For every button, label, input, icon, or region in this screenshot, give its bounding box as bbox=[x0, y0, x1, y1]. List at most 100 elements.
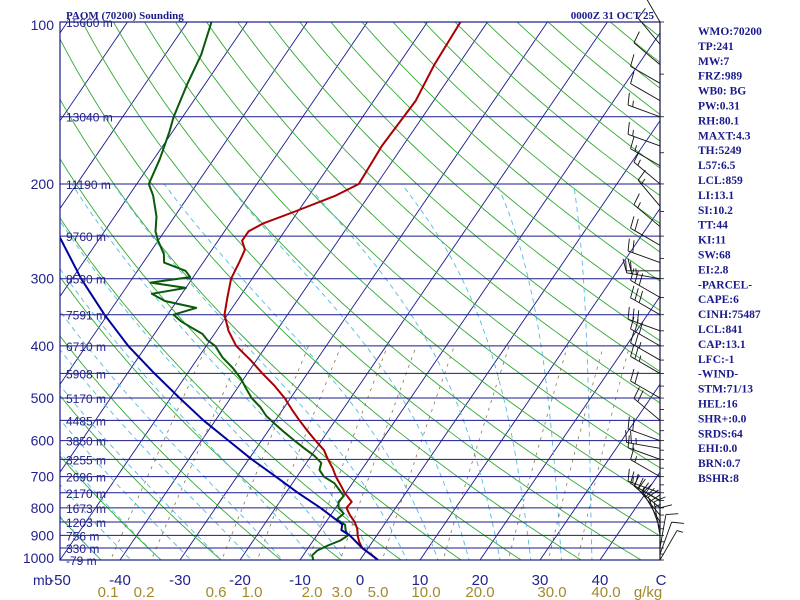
index-item: -WIND- bbox=[698, 369, 738, 381]
index-item: TH:5249 bbox=[698, 145, 742, 157]
barb-flag bbox=[636, 310, 640, 323]
index-item: STM:71/13 bbox=[698, 384, 753, 396]
pressure-label: 200 bbox=[31, 176, 55, 192]
barb-flag bbox=[648, 489, 659, 498]
isotherm-line bbox=[60, 22, 308, 386]
wind-barb bbox=[633, 193, 661, 227]
pressure-label: 100 bbox=[31, 17, 55, 33]
dewpoint-profile bbox=[147, 22, 349, 560]
wind-barb bbox=[627, 92, 661, 118]
barb-half-flag bbox=[638, 355, 642, 362]
mixing-ratio-label: 5.0 bbox=[368, 584, 389, 600]
mixing-ratio-label: 0.6 bbox=[206, 584, 227, 600]
index-item: SI:10.2 bbox=[698, 205, 733, 217]
barb-flag bbox=[633, 387, 640, 399]
barb-shaft bbox=[659, 521, 673, 555]
dry-adiabat bbox=[60, 455, 162, 560]
barb-flag bbox=[630, 430, 632, 444]
index-item: -PARCEL- bbox=[698, 279, 752, 291]
indices-panel: WMO:70200 TP:241 MW:7 FRZ:989 WB0: BG PW:0.31… bbox=[698, 26, 762, 485]
index-item: EHI:0.0 bbox=[698, 443, 738, 455]
pressure-label: 300 bbox=[31, 271, 55, 287]
wind-barb bbox=[630, 369, 661, 399]
barb-half-flag bbox=[641, 486, 645, 493]
pressure-label: 400 bbox=[31, 338, 55, 354]
mixing-ratio-line bbox=[110, 345, 208, 560]
barb-flag bbox=[630, 136, 635, 149]
barb-shaft bbox=[626, 272, 661, 280]
barb-flag bbox=[627, 416, 630, 430]
barb-flag bbox=[637, 169, 646, 181]
barb-half-flag bbox=[638, 342, 642, 349]
wind-barb bbox=[627, 122, 661, 147]
wind-barb bbox=[622, 258, 660, 272]
barb-shaft bbox=[633, 398, 661, 421]
isotherm-line bbox=[239, 22, 608, 560]
moist-adiabat bbox=[60, 310, 283, 560]
wind-barbs bbox=[622, 0, 684, 561]
barb-flag bbox=[633, 193, 640, 205]
dry-adiabat bbox=[60, 276, 342, 560]
wind-barb bbox=[627, 416, 661, 442]
barb-shaft bbox=[637, 179, 661, 207]
isotherm-line bbox=[60, 22, 128, 122]
barb-shaft bbox=[630, 297, 661, 316]
moist-adiabat bbox=[60, 483, 132, 560]
moist-adiabat bbox=[306, 183, 501, 560]
barb-shaft bbox=[627, 250, 661, 263]
barb-shaft bbox=[630, 328, 661, 347]
barb-flag bbox=[630, 369, 635, 382]
temperature-tick-label: 0 bbox=[356, 572, 364, 589]
barb-shaft bbox=[633, 161, 661, 185]
isotherm-line bbox=[60, 22, 368, 473]
pressure-label: 900 bbox=[31, 527, 55, 543]
height-label: 5170 m bbox=[66, 392, 106, 406]
pressure-label: 600 bbox=[31, 433, 55, 449]
barb-half-flag bbox=[637, 159, 641, 166]
barb-half-flag bbox=[634, 456, 638, 463]
height-label: 7591 m bbox=[66, 309, 106, 323]
dry-adiabat bbox=[60, 516, 102, 560]
mixing-ratio-line bbox=[547, 345, 604, 560]
barb-flag bbox=[622, 258, 627, 271]
barb-half-flag bbox=[637, 202, 641, 209]
barb-shaft bbox=[637, 488, 661, 516]
moist-adiabat bbox=[60, 268, 314, 560]
pressure-labels: 100 200 300 400 500 600 700 800 900 1000 bbox=[23, 17, 54, 566]
barb-shaft bbox=[627, 133, 661, 147]
index-item: PW:0.31 bbox=[698, 101, 740, 113]
mixing-ratio-label: 30.0 bbox=[537, 584, 566, 600]
barb-flag bbox=[634, 218, 639, 231]
barb-flag bbox=[625, 430, 627, 443]
isotherm-line bbox=[419, 207, 660, 560]
barb-flag bbox=[627, 258, 632, 271]
mixing-ratio-line bbox=[339, 345, 417, 560]
index-item: LFC:-1 bbox=[698, 354, 735, 366]
barb-shaft bbox=[627, 447, 661, 460]
barb-shaft bbox=[626, 441, 661, 449]
index-item: MAXT:4.3 bbox=[698, 130, 751, 142]
wind-barb bbox=[633, 387, 661, 421]
height-labels: 15660 m 13040 m 11190 m 9760 m 8590 m 7591 m 6… bbox=[66, 16, 113, 568]
mixing-ratio-label: 10.0 bbox=[411, 584, 440, 600]
wind-barb bbox=[627, 306, 661, 332]
height-label: 13040 m bbox=[66, 111, 113, 125]
barb-shaft bbox=[630, 356, 661, 374]
isotherm-line bbox=[179, 22, 548, 560]
wind-barb bbox=[659, 513, 679, 549]
barb-shaft bbox=[627, 104, 661, 118]
barb-shaft bbox=[659, 514, 667, 549]
chart-title: PAOM (70200) Sounding bbox=[66, 10, 184, 22]
barb-shaft bbox=[630, 83, 661, 102]
barb-flag bbox=[630, 471, 635, 484]
height-label: 756 m bbox=[66, 529, 99, 543]
height-label: 5908 m bbox=[66, 367, 106, 381]
isotherm-line bbox=[60, 22, 248, 298]
index-item: LCL:859 bbox=[698, 175, 743, 187]
y-axis-unit: mb bbox=[33, 572, 53, 588]
height-label: 330 m bbox=[66, 542, 99, 556]
barb-flag bbox=[632, 240, 635, 253]
moist-adiabat bbox=[60, 348, 253, 560]
moist-adiabat bbox=[113, 183, 408, 560]
